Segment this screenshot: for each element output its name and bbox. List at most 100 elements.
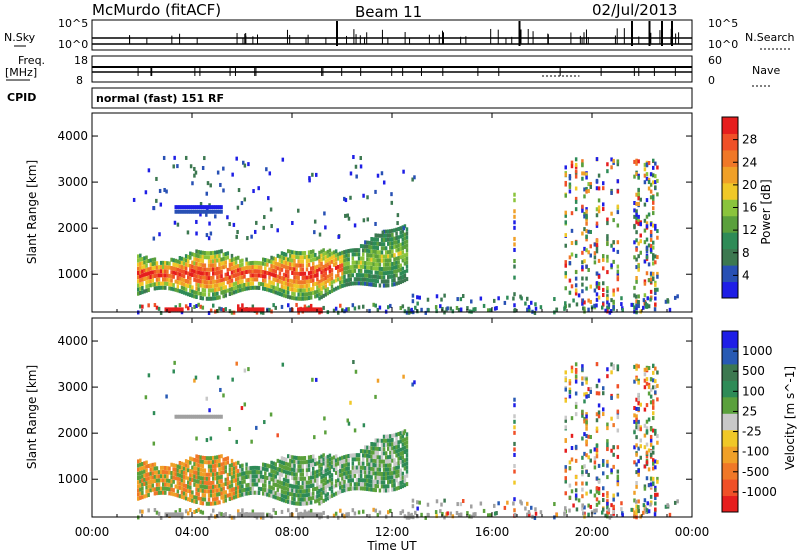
- power-cell: [312, 286, 315, 291]
- velocity-colorbar-tick-label: -500: [742, 465, 769, 479]
- power-cell: [635, 257, 638, 262]
- velocity-cell: [309, 463, 313, 468]
- velocity-cell: [602, 391, 605, 396]
- power-cell: [162, 281, 165, 286]
- power-cell: [597, 258, 601, 263]
- velocity-cell: [155, 510, 159, 515]
- velocity-cell: [637, 406, 640, 411]
- velocity-cell: [239, 464, 242, 469]
- power-cell: [326, 254, 330, 259]
- velocity-cell: [374, 450, 377, 455]
- power-cell: [195, 286, 198, 291]
- power-cell: [239, 307, 242, 312]
- power-colorbar-tick-label: 4: [742, 268, 750, 282]
- velocity-cell: [205, 438, 209, 443]
- velocity-cell: [199, 484, 202, 489]
- power-cell: [616, 204, 620, 209]
- power-cell: [149, 266, 152, 271]
- power-cell: [616, 277, 620, 282]
- power-cell: [203, 255, 207, 260]
- power-cell: [251, 285, 255, 290]
- velocity-cell: [319, 512, 323, 517]
- velocity-cell: [149, 475, 152, 480]
- velocity-cell: [332, 513, 336, 518]
- velocity-cell: [372, 446, 375, 451]
- power-cell: [397, 235, 400, 240]
- velocity-cell: [374, 475, 377, 480]
- power-cell: [341, 250, 344, 255]
- velocity-cell: [168, 478, 171, 483]
- power-cell: [395, 231, 398, 236]
- power-cell: [257, 307, 261, 312]
- power-cell: [144, 190, 148, 195]
- power-cell: [214, 287, 217, 292]
- velocity-cell: [268, 464, 271, 469]
- velocity-cell: [345, 471, 348, 476]
- power-colorbar-swatch: [722, 199, 738, 217]
- power-cell: [272, 289, 275, 294]
- power-cell: [652, 253, 655, 258]
- velocity-cell: [307, 492, 311, 497]
- velocity-cells: [137, 360, 679, 521]
- power-cell: [343, 254, 346, 259]
- power-cell: [593, 260, 597, 265]
- power-cell: [372, 274, 375, 279]
- power-cell: [159, 265, 163, 270]
- power-cell: [155, 273, 159, 278]
- velocity-cell: [241, 492, 244, 497]
- power-cell: [606, 309, 609, 314]
- power-cell: [284, 269, 288, 274]
- power-cell: [137, 279, 140, 284]
- velocity-cell: [318, 472, 321, 477]
- velocity-cell: [251, 490, 255, 495]
- power-cell: [212, 250, 215, 255]
- power-cell: [583, 214, 586, 219]
- velocity-cell: [251, 478, 255, 483]
- velocity-cell: [397, 473, 400, 478]
- power-cell: [343, 309, 346, 314]
- velocity-cell: [195, 466, 198, 471]
- velocity-cell: [170, 487, 173, 492]
- power-cell: [368, 257, 371, 262]
- power-cell: [284, 290, 288, 295]
- power-cell: [382, 267, 386, 272]
- power-cell: [634, 294, 638, 299]
- velocity-cell: [168, 470, 171, 475]
- velocity-cell: [357, 473, 361, 478]
- velocity-cell: [395, 453, 398, 458]
- velocity-cell: [368, 487, 371, 492]
- power-cell: [299, 296, 302, 301]
- velocity-cell: [563, 511, 566, 516]
- velocity-cell: [251, 482, 255, 487]
- velocity-cell: [191, 473, 194, 478]
- power-cell: [157, 306, 161, 311]
- velocity-cell: [307, 512, 310, 517]
- power-cell: [395, 256, 398, 261]
- power-cell: [305, 267, 309, 272]
- power-cell: [193, 209, 196, 214]
- power-cell: [513, 209, 516, 214]
- velocity-cell: [633, 430, 636, 435]
- power-cell: [602, 186, 605, 191]
- power-cell: [389, 233, 392, 238]
- velocity-cell: [230, 467, 234, 472]
- power-cell: [472, 307, 475, 312]
- power-cell: [401, 237, 405, 242]
- power-cell: [587, 182, 590, 187]
- velocity-ylabel: Slant Range [km]: [25, 365, 39, 469]
- power-cell: [274, 257, 277, 262]
- power-cell: [574, 199, 578, 204]
- power-cell: [403, 236, 407, 241]
- velocity-cell: [184, 496, 188, 501]
- velocity-cell: [257, 478, 261, 483]
- velocity-cell: [184, 463, 188, 468]
- velocity-cell: [274, 466, 277, 471]
- power-cell: [226, 215, 229, 220]
- x-tick-label: 12:00: [375, 525, 410, 539]
- velocity-cell: [159, 474, 163, 479]
- power-cell: [189, 293, 192, 298]
- velocity-cell: [397, 465, 400, 470]
- velocity-cell: [372, 487, 375, 492]
- velocity-cell: [374, 479, 377, 484]
- power-cell: [235, 156, 238, 161]
